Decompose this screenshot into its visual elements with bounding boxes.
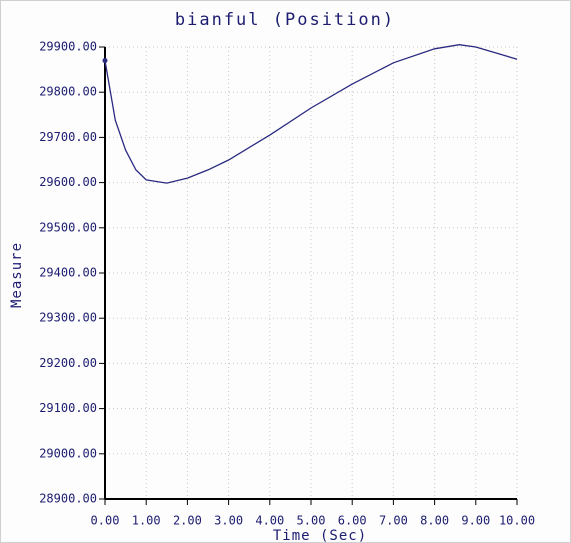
y-tick-label: 29800.00: [39, 85, 97, 99]
y-tick-label: 29700.00: [39, 130, 97, 144]
y-tick-label: 28900.00: [39, 492, 97, 506]
y-tick-label: 29900.00: [39, 40, 97, 54]
x-tick-label: 0.00: [91, 514, 120, 528]
y-axis-label: Measure: [9, 242, 25, 308]
x-tick-label: 10.00: [499, 514, 535, 528]
y-tick-label: 29200.00: [39, 356, 97, 370]
x-tick-label: 3.00: [214, 514, 243, 528]
y-tick-label: 29500.00: [39, 220, 97, 234]
y-tick-label: 29000.00: [39, 446, 97, 460]
line-series: [104, 44, 518, 184]
x-tick-label: 8.00: [420, 514, 449, 528]
y-tick-label: 29600.00: [39, 175, 97, 189]
y-tick-label: 29100.00: [39, 401, 97, 415]
x-tick-label: 9.00: [461, 514, 490, 528]
x-tick-label: 5.00: [297, 514, 326, 528]
x-tick-label: 2.00: [173, 514, 202, 528]
x-tick-label: 6.00: [338, 514, 367, 528]
x-tick-label: 7.00: [379, 514, 408, 528]
x-tick-label: 4.00: [255, 514, 284, 528]
x-axis-label: Time (Sec): [273, 528, 367, 543]
y-tick-label: 29400.00: [39, 266, 97, 280]
x-tick-label: 1.00: [132, 514, 161, 528]
point-marker: [102, 58, 108, 64]
y-tick-label: 29300.00: [39, 311, 97, 325]
chart-title: bianful (Position): [175, 10, 395, 30]
